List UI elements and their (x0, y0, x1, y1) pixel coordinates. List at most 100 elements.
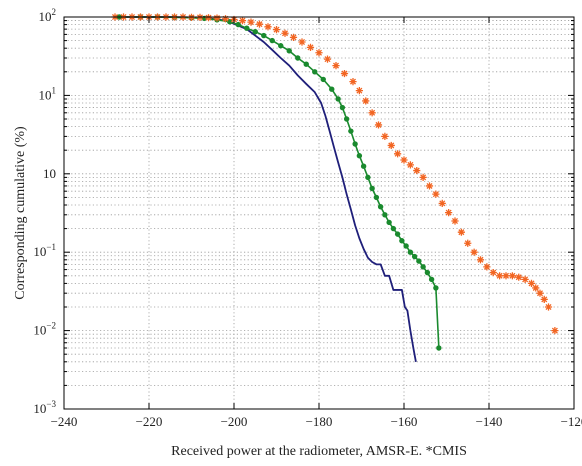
data-point (532, 284, 540, 292)
data-point (428, 276, 435, 283)
data-point (515, 273, 523, 281)
data-point (502, 272, 510, 280)
y-tick-label: 101 (39, 85, 57, 102)
x-tick-label: −120 (561, 414, 582, 429)
series-2 (116, 14, 442, 351)
series-line (119, 16, 440, 349)
data-point (295, 55, 301, 61)
data-point (323, 55, 332, 63)
y-tick-label: 10−1 (33, 242, 56, 259)
data-point (255, 20, 264, 28)
data-point (329, 86, 335, 92)
data-point (303, 61, 309, 67)
data-point (289, 33, 298, 41)
data-point (419, 173, 427, 181)
data-point (406, 161, 414, 169)
data-point (390, 225, 397, 232)
data-point (394, 150, 402, 158)
data-point (377, 204, 384, 210)
data-point (470, 248, 478, 256)
data-point (420, 264, 426, 270)
data-point (227, 19, 233, 25)
data-point (272, 26, 281, 34)
data-point (312, 69, 318, 75)
data-point (298, 38, 306, 46)
data-point (235, 21, 241, 28)
x-tick-label: −180 (306, 414, 333, 429)
data-point (264, 23, 272, 31)
data-point (238, 16, 247, 25)
data-point (306, 43, 315, 51)
data-point (335, 96, 341, 102)
data-point (508, 272, 516, 280)
data-point (349, 77, 357, 86)
data-point (360, 163, 367, 169)
data-point (411, 253, 418, 260)
data-point (483, 263, 491, 271)
data-point (278, 43, 284, 49)
data-point (269, 37, 275, 44)
data-point (394, 231, 401, 237)
data-point (424, 269, 431, 276)
data-point (403, 243, 409, 249)
data-point (352, 141, 358, 147)
data-point (381, 132, 389, 140)
x-axis-label: Received power at the radiometer, AMSR-E… (171, 444, 467, 459)
data-point (438, 199, 446, 207)
data-point (527, 279, 536, 287)
data-point (355, 87, 363, 95)
data-point (261, 32, 267, 39)
data-point (221, 15, 230, 23)
y-tick-label: 10−3 (33, 399, 56, 416)
data-point (369, 185, 375, 192)
data-point (365, 174, 371, 181)
data-point (551, 327, 559, 335)
data-point (425, 182, 434, 190)
data-point (362, 97, 370, 105)
data-point (445, 209, 453, 217)
series-line (119, 16, 417, 362)
data-point (413, 166, 421, 175)
y-tick-labels: 102 101 10 10−1 10−2 10−3 (33, 7, 56, 416)
data-point (368, 109, 376, 117)
data-point (387, 141, 395, 150)
series-1 (119, 16, 417, 362)
data-point (320, 76, 326, 83)
data-point (432, 190, 440, 198)
y-tick-label: 102 (39, 7, 57, 24)
x-tick-label: −220 (136, 414, 163, 429)
data-point (400, 156, 408, 164)
data-point (433, 285, 439, 291)
y-tick-label: 10 (43, 166, 56, 181)
data-point (544, 303, 553, 311)
series-layer (111, 13, 559, 362)
data-point (244, 25, 250, 31)
data-point (374, 121, 383, 129)
data-point (416, 258, 422, 264)
data-point (247, 18, 255, 26)
data-point (340, 69, 349, 78)
data-point (315, 49, 323, 57)
data-point (204, 14, 213, 22)
data-point (332, 61, 340, 70)
data-point (521, 275, 529, 283)
data-point (399, 238, 405, 244)
data-point (373, 194, 380, 201)
data-point (496, 272, 504, 280)
x-tick-label: −160 (391, 414, 418, 429)
data-point (343, 116, 350, 122)
x-tick-label: −240 (51, 414, 78, 429)
data-point (436, 345, 442, 351)
x-tick-labels: −240 −220 −200 −180 −160 −140 −120 (51, 414, 582, 429)
data-point (356, 153, 363, 159)
data-point (286, 48, 292, 54)
data-point (451, 217, 459, 225)
data-point (386, 219, 392, 226)
data-point (252, 28, 258, 35)
data-point (382, 212, 388, 218)
data-point (489, 268, 497, 277)
y-axis-label: Corresponding cumulative (%) (13, 126, 28, 300)
data-point (281, 29, 289, 37)
tick-marks (63, 17, 575, 410)
